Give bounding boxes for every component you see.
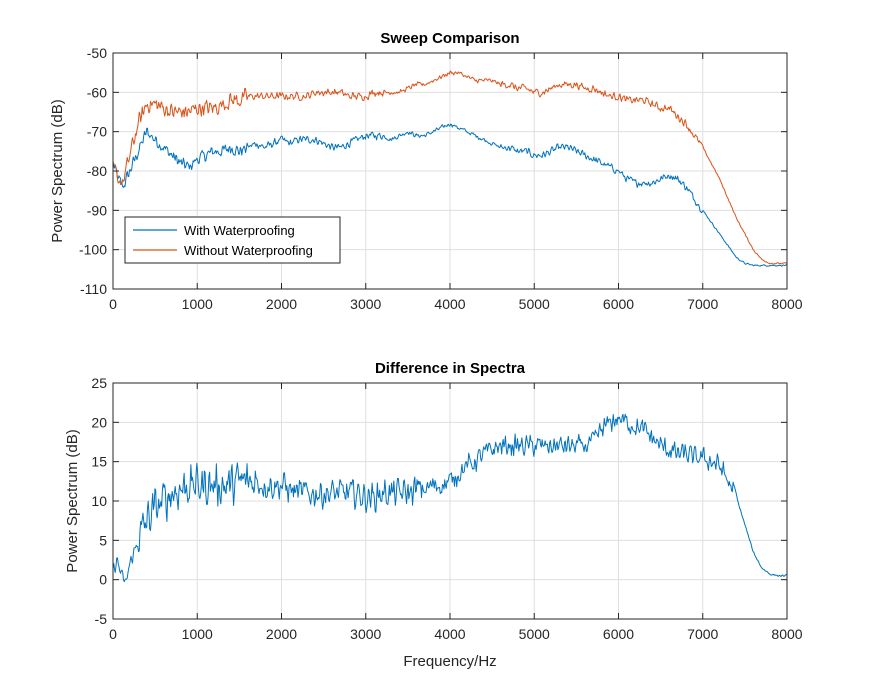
sweep-x-tick-label: 2000 [266,296,297,312]
sweep-y-tick-label: -60 [87,84,107,100]
difference-x-tick-label: 4000 [434,626,465,642]
difference-x-tick-label: 2000 [266,626,297,642]
difference-x-tick-label: 5000 [519,626,550,642]
difference-y-tick-label: -5 [95,611,108,627]
legend-box [124,216,341,264]
legend-label-with-waterproofing: With Waterproofing [184,223,295,238]
difference-x-tick-label: 7000 [687,626,718,642]
legend-label-without-waterproofing: Without Waterproofing [184,243,313,258]
sweep-y-tick-label: -50 [87,45,107,61]
legend: With Waterproofing Without Waterproofing [124,216,341,264]
sweep-y-tick-label: -100 [79,242,107,258]
difference-y-tick-label: 5 [99,532,107,548]
sweep-x-tick-label: 5000 [519,296,550,312]
difference-y-tick-label: 0 [99,572,107,588]
difference-x-tick-label: 8000 [771,626,802,642]
sweep-x-tick-label: 6000 [603,296,634,312]
sweep-x-tick-label: 3000 [350,296,381,312]
sweep-x-tick-label: 0 [109,296,117,312]
sweep-comparison-title: Sweep Comparison [380,30,519,47]
difference-x-tick-label: 6000 [603,626,634,642]
difference-y-tick-label: 25 [91,375,107,391]
difference-y-tick-label: 20 [91,414,107,430]
sweep-y-tick-label: -80 [87,163,107,179]
difference-y-tick-label: 10 [91,493,107,509]
sweep-comparison-ylabel: Power Spectrum (dB) [49,99,66,242]
difference-x-tick-label: 1000 [182,626,213,642]
sweep-x-tick-label: 1000 [182,296,213,312]
sweep-y-tick-label: -90 [87,202,107,218]
sweep-x-tick-label: 4000 [434,296,465,312]
sweep-y-tick-label: -70 [87,124,107,140]
difference-title: Difference in Spectra [375,360,526,377]
sweep-x-tick-label: 8000 [771,296,802,312]
difference-x-tick-label: 3000 [350,626,381,642]
sweep-y-tick-label: -110 [80,281,107,297]
frequency-xlabel: Frequency/Hz [403,653,496,670]
difference-y-tick-label: 15 [91,454,107,470]
sweep-x-tick-label: 7000 [687,296,718,312]
difference-x-tick-label: 0 [109,626,117,642]
sweep-series-line-1 [112,70,788,265]
difference-plot: Difference in Spectra Power Spectrum (dB… [64,360,803,670]
difference-series-line-0 [112,413,788,583]
difference-ylabel: Power Spectrum (dB) [64,429,81,572]
sweep-series-line-0 [112,123,788,267]
sweep-comparison-plot: Sweep Comparison Power Spectrum (dB) 0 10… [49,30,803,312]
